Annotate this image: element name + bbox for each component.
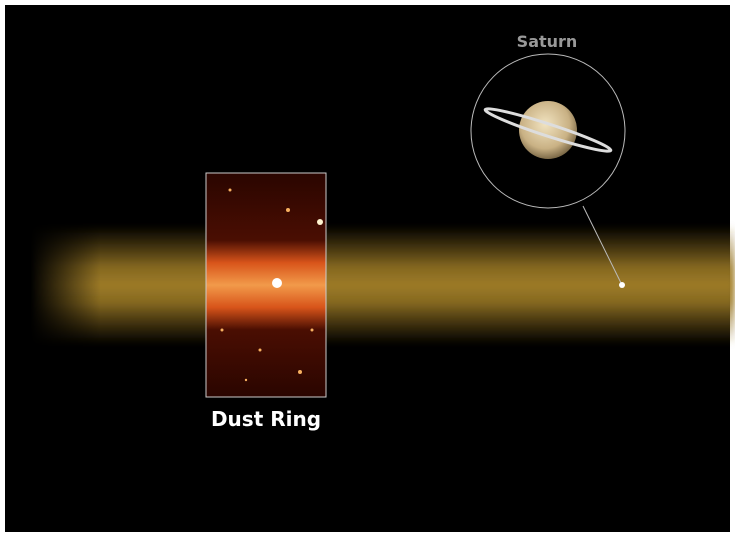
saturn-callout bbox=[470, 53, 626, 288]
infrared-inset bbox=[205, 172, 327, 398]
planet-label: Saturn bbox=[517, 32, 578, 51]
dust-band bbox=[30, 225, 735, 345]
ring-label: Dust Ring bbox=[211, 407, 321, 431]
